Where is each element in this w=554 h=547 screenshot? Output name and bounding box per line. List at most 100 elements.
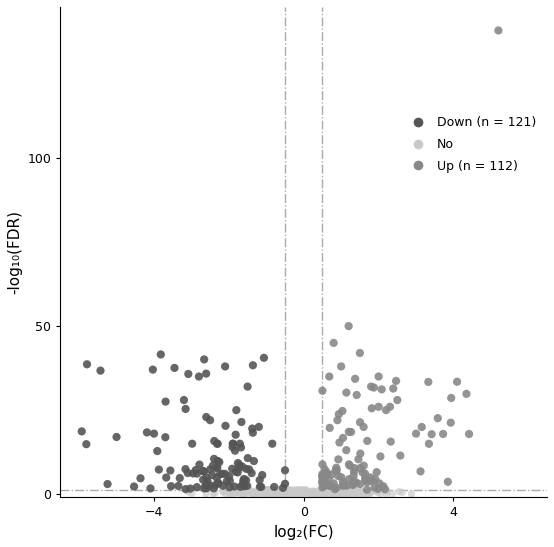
Point xyxy=(258,470,266,479)
Point xyxy=(275,487,284,496)
Point xyxy=(318,478,327,486)
Point xyxy=(249,361,258,370)
Point xyxy=(343,488,352,497)
Point xyxy=(210,437,219,445)
Point xyxy=(407,490,416,498)
Point xyxy=(289,488,297,497)
Point xyxy=(321,488,330,497)
Point xyxy=(382,490,391,498)
Point xyxy=(202,369,211,378)
Point xyxy=(243,481,252,490)
Point xyxy=(276,489,285,498)
Point xyxy=(359,422,368,431)
Point xyxy=(267,487,276,496)
Point xyxy=(279,490,288,498)
Point xyxy=(295,490,304,498)
Point xyxy=(367,404,376,412)
Point xyxy=(360,461,368,470)
Point xyxy=(304,488,312,497)
Point xyxy=(146,484,155,493)
Point xyxy=(289,488,298,497)
Point xyxy=(293,490,301,498)
Point xyxy=(295,487,304,496)
Point xyxy=(349,485,358,494)
Point xyxy=(236,482,245,491)
Point xyxy=(167,482,176,491)
Point xyxy=(352,478,361,487)
Point xyxy=(199,467,208,476)
Point xyxy=(447,418,455,427)
Point xyxy=(365,488,373,497)
Point xyxy=(333,416,342,424)
Point xyxy=(348,489,357,498)
Point xyxy=(319,488,327,497)
Point xyxy=(192,483,201,492)
Point xyxy=(327,490,336,498)
Point xyxy=(220,469,229,478)
Point xyxy=(202,490,211,498)
Point xyxy=(299,487,308,496)
Point xyxy=(296,490,305,498)
Point xyxy=(376,452,385,461)
Point xyxy=(259,486,268,494)
Point xyxy=(291,490,300,498)
Point xyxy=(192,469,201,478)
Point xyxy=(365,476,374,485)
Point xyxy=(376,489,385,498)
Point xyxy=(311,488,320,497)
Point xyxy=(372,468,381,476)
Point xyxy=(326,490,335,498)
Point xyxy=(274,489,283,498)
Point xyxy=(353,489,362,498)
Point xyxy=(307,489,316,498)
Point xyxy=(239,490,248,498)
Point xyxy=(318,474,327,482)
Point xyxy=(261,488,270,497)
Point xyxy=(316,490,325,498)
Point xyxy=(326,489,335,498)
Point xyxy=(161,433,170,441)
Point xyxy=(209,455,218,463)
Point xyxy=(350,464,359,473)
Point xyxy=(290,488,299,497)
Point xyxy=(235,439,244,448)
Point xyxy=(290,490,299,498)
Point xyxy=(354,455,363,464)
Point xyxy=(288,490,297,498)
Point xyxy=(212,464,221,473)
Point xyxy=(200,484,209,493)
Point xyxy=(211,481,220,490)
Point xyxy=(327,487,336,496)
Point xyxy=(174,481,183,490)
Point xyxy=(321,478,330,487)
Point xyxy=(290,490,299,498)
Point xyxy=(321,489,330,498)
Point xyxy=(338,434,347,443)
Point xyxy=(295,490,304,498)
Point xyxy=(347,489,356,498)
Point xyxy=(234,464,243,473)
Point xyxy=(346,488,355,497)
Point xyxy=(208,461,217,470)
Point xyxy=(206,416,214,424)
Point xyxy=(320,488,329,497)
Point xyxy=(272,486,281,495)
Point xyxy=(462,389,471,398)
Point xyxy=(276,489,285,498)
Point xyxy=(228,489,237,498)
Point xyxy=(439,429,448,438)
Point xyxy=(289,485,298,494)
Point xyxy=(322,489,331,498)
Point xyxy=(181,485,190,493)
Point xyxy=(156,350,165,359)
Point xyxy=(231,488,240,497)
Point xyxy=(337,490,346,498)
Point xyxy=(331,467,340,475)
Point xyxy=(161,397,170,406)
Point xyxy=(248,488,257,497)
Point xyxy=(212,474,221,482)
Point xyxy=(396,451,405,460)
Point xyxy=(300,485,309,494)
Point xyxy=(231,430,240,439)
Point xyxy=(373,487,382,496)
